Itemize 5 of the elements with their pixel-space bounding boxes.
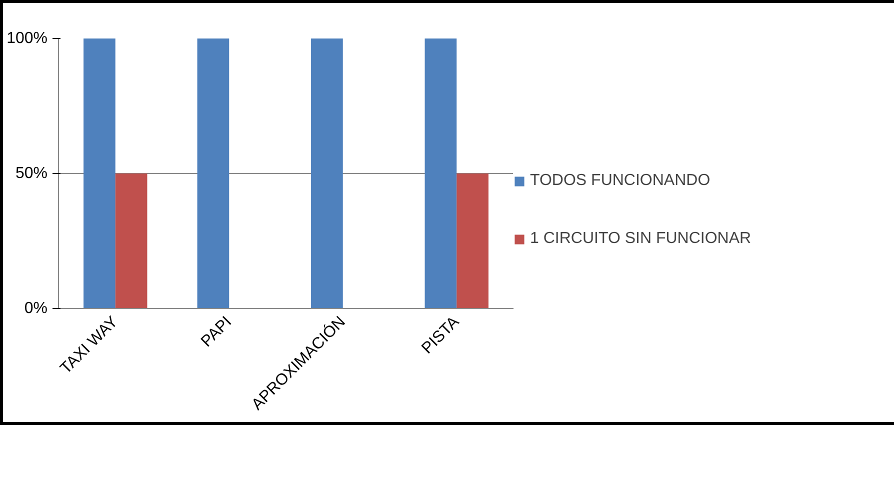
y-tick-label: 0%	[24, 300, 48, 317]
y-tick-label: 100%	[6, 30, 48, 47]
legend-label: TODOS FUNCIONANDO	[530, 172, 710, 190]
legend-label: 1 CIRCUITO SIN FUNCIONAR	[530, 230, 752, 248]
y-tick-label: 50%	[15, 165, 48, 182]
